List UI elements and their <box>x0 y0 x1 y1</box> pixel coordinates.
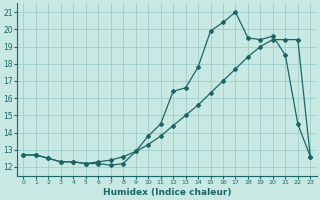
X-axis label: Humidex (Indice chaleur): Humidex (Indice chaleur) <box>103 188 231 197</box>
